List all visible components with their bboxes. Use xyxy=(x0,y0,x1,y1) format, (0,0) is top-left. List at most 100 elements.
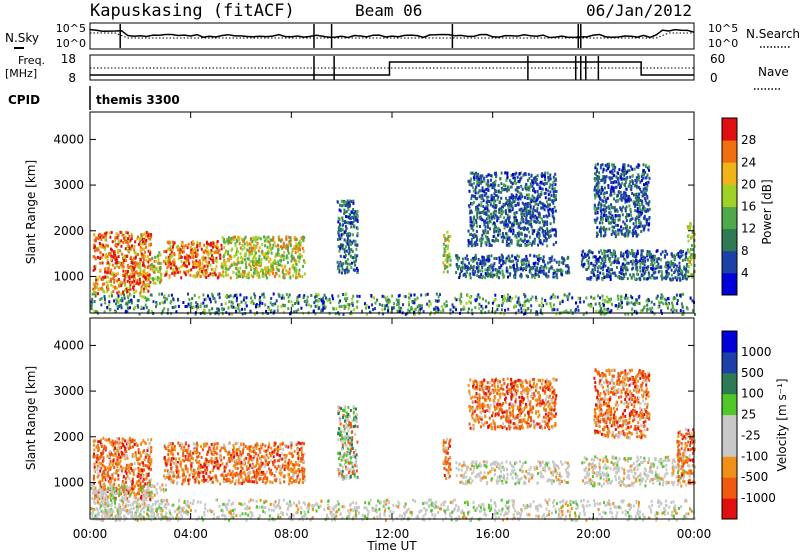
data-cell xyxy=(525,240,528,244)
data-cell xyxy=(341,219,344,223)
data-cell xyxy=(526,220,529,224)
data-cell xyxy=(473,195,476,198)
data-cell xyxy=(616,223,619,227)
data-cell xyxy=(289,312,292,316)
data-cell xyxy=(343,230,346,234)
data-cell xyxy=(529,223,532,227)
data-cell xyxy=(167,247,170,251)
data-cell xyxy=(126,231,129,235)
data-cell xyxy=(349,216,352,220)
data-cell xyxy=(168,274,171,278)
data-cell xyxy=(627,254,630,258)
data-cell xyxy=(127,266,130,270)
data-cell xyxy=(642,261,644,265)
data-cell xyxy=(624,272,627,276)
data-cell xyxy=(472,189,475,193)
data-cell xyxy=(346,266,349,270)
data-cell xyxy=(602,178,605,182)
data-cell xyxy=(604,255,607,258)
data-cell xyxy=(577,308,580,312)
data-cell xyxy=(440,305,443,309)
data-cell xyxy=(446,270,449,274)
data-cell xyxy=(117,301,120,304)
data-cell xyxy=(430,310,432,314)
data-cell xyxy=(139,242,142,245)
data-cell xyxy=(595,188,598,192)
data-cell xyxy=(559,301,562,305)
data-cell xyxy=(354,218,357,222)
data-cell xyxy=(322,299,325,303)
data-cell xyxy=(480,216,483,220)
data-cell xyxy=(600,266,603,270)
data-cell xyxy=(541,174,544,178)
data-cell xyxy=(598,221,601,225)
data-cell xyxy=(105,253,108,257)
data-cell xyxy=(498,259,501,263)
data-cell xyxy=(253,267,256,271)
data-cell xyxy=(128,463,131,467)
data-cell xyxy=(135,282,138,285)
data-cell xyxy=(471,243,474,247)
data-cell xyxy=(484,272,487,275)
data-cell xyxy=(510,180,513,184)
data-cell xyxy=(514,196,517,200)
data-cell xyxy=(132,272,135,276)
data-cell xyxy=(498,208,501,212)
data-cell xyxy=(341,204,344,208)
data-cell xyxy=(235,299,238,303)
data-cell xyxy=(683,274,686,277)
data-cell xyxy=(302,259,305,263)
data-cell xyxy=(617,171,620,175)
data-cell xyxy=(612,271,615,275)
data-cell xyxy=(477,175,480,179)
data-cell xyxy=(305,303,308,307)
data-cell xyxy=(529,182,532,186)
data-cell xyxy=(600,234,603,238)
data-cell xyxy=(344,271,347,275)
data-cell xyxy=(602,309,605,313)
data-cell xyxy=(146,278,148,282)
data-cell xyxy=(146,266,149,269)
data-cell xyxy=(99,268,102,272)
data-cell xyxy=(648,216,651,219)
data-cell xyxy=(520,192,522,196)
data-cell xyxy=(97,288,100,291)
data-cell xyxy=(632,254,635,258)
data-cell xyxy=(258,257,260,261)
data-cell xyxy=(294,261,297,265)
data-cell xyxy=(302,239,305,243)
data-cell xyxy=(118,284,121,288)
data-cell xyxy=(613,169,616,173)
data-cell xyxy=(166,259,169,263)
data-cell xyxy=(535,255,538,259)
data-cell xyxy=(350,210,353,214)
data-cell xyxy=(616,307,619,311)
data-cell xyxy=(94,281,97,285)
data-cell xyxy=(597,203,600,207)
data-cell xyxy=(592,263,595,267)
data-cell xyxy=(544,191,547,195)
data-cell xyxy=(652,276,655,280)
data-cell xyxy=(186,264,189,268)
data-cell xyxy=(250,268,252,271)
data-cell xyxy=(116,235,119,239)
data-cell xyxy=(237,256,240,260)
data-cell xyxy=(196,248,199,252)
data-cell xyxy=(101,261,104,265)
data-cell xyxy=(498,256,501,260)
data-cell xyxy=(340,235,343,239)
data-cell xyxy=(645,219,648,223)
data-cell xyxy=(117,294,120,298)
data-cell xyxy=(277,244,280,248)
data-cell xyxy=(146,271,149,275)
data-cell xyxy=(620,225,623,229)
data-cell xyxy=(158,302,161,305)
data-cell xyxy=(368,310,371,314)
data-cell xyxy=(103,438,106,442)
data-cell xyxy=(602,234,605,238)
data-cell xyxy=(505,299,508,303)
velocity-panel xyxy=(90,368,696,522)
data-cell xyxy=(444,258,447,262)
data-cell xyxy=(212,261,215,264)
data-cell xyxy=(500,308,503,312)
